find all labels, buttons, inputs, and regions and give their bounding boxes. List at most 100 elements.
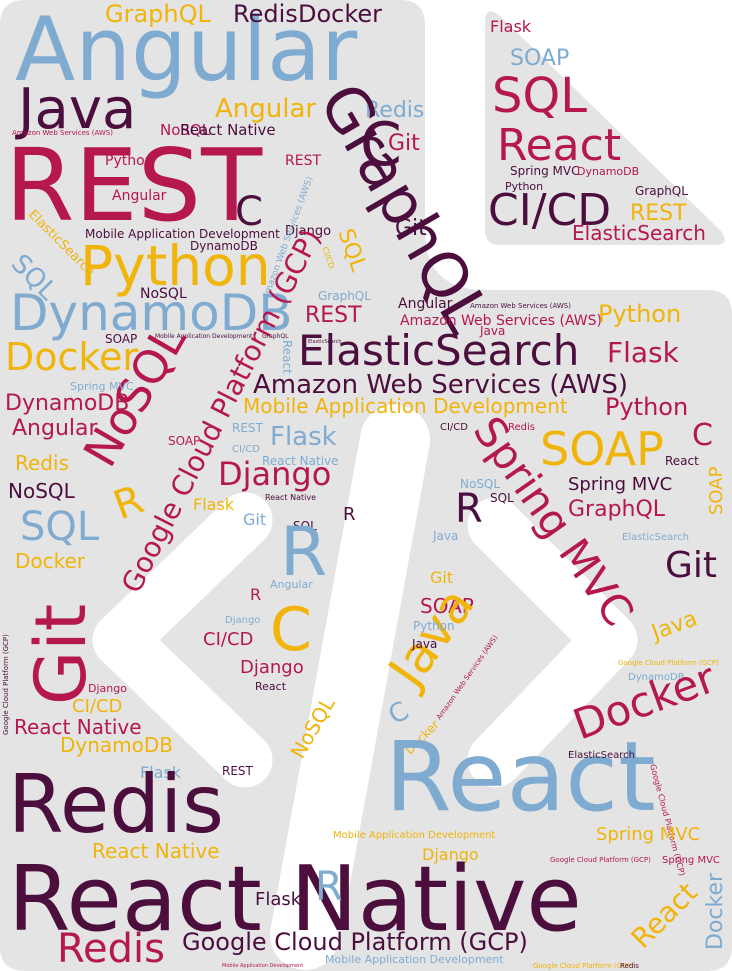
word: React	[385, 721, 656, 833]
word: R	[343, 504, 356, 525]
word: Redis	[620, 962, 639, 970]
word: Amazon Web Services (AWS)	[12, 129, 113, 137]
word: DynamoDB	[60, 733, 173, 757]
word: React Native	[180, 121, 276, 139]
word: Mobile Application Development	[243, 394, 568, 418]
word: R	[250, 585, 261, 604]
word: REST	[222, 764, 254, 778]
chevron-right	[467, 497, 638, 788]
word: GraphQL	[262, 333, 289, 340]
word: C	[235, 189, 263, 235]
word: React Native	[8, 847, 582, 952]
word: Flask	[193, 495, 235, 514]
word: Docker	[5, 335, 138, 379]
word: React	[280, 340, 294, 374]
word: React	[497, 120, 621, 171]
word: Amazon Web Services (AWS)	[470, 302, 571, 310]
word: Python	[413, 619, 455, 633]
word: Flask	[270, 422, 337, 452]
word: SQL	[20, 504, 100, 550]
word: Docker	[703, 872, 728, 950]
word: NoSQL	[8, 479, 76, 503]
word: React	[665, 454, 699, 468]
word: Django	[225, 615, 260, 626]
word: Redis	[233, 0, 298, 28]
word: NoSQL	[160, 121, 211, 139]
word: ElasticSearch	[298, 326, 579, 375]
word: React Native	[92, 839, 220, 863]
word: React Native	[265, 493, 316, 502]
word: Angular	[398, 296, 453, 312]
word: Python	[105, 153, 154, 169]
word: C	[270, 595, 312, 665]
word: Python	[605, 393, 688, 421]
word: React Native	[14, 715, 142, 739]
word: Redis	[15, 451, 69, 475]
word: ElasticSearch	[622, 532, 689, 543]
word: ElasticSearch	[308, 339, 342, 345]
word: Amazon Web Services (AWS)	[400, 313, 602, 329]
word: Redis	[57, 926, 165, 971]
word: CI/CD	[203, 629, 253, 650]
chevron-left	[92, 492, 273, 788]
word: CI/CD	[440, 422, 468, 433]
word: SQL	[492, 68, 587, 124]
word: Spring MVC	[596, 824, 700, 845]
word: SQL	[490, 491, 514, 505]
word: Redis	[8, 758, 224, 851]
word: GraphQL	[568, 497, 666, 522]
word: Python	[505, 180, 543, 193]
word: Docker	[298, 0, 382, 28]
word: DynamoDB	[628, 672, 685, 683]
word: REST	[305, 303, 362, 328]
word: Angular	[215, 94, 316, 124]
word: DynamoDB	[5, 391, 129, 416]
word: ElasticSearch	[572, 221, 706, 245]
word: Git	[430, 568, 453, 587]
word: CI/CD	[232, 444, 260, 455]
word: Git	[395, 216, 427, 241]
word: Mobile Application Development	[85, 227, 280, 241]
word: Google Cloud Platform (GCP)	[618, 659, 719, 667]
word: Django	[422, 845, 479, 864]
word: Google Cloud Platform (GCP)	[533, 962, 634, 970]
word: SQL	[293, 519, 317, 533]
file-fold	[485, 11, 725, 246]
word: DynamoDB	[10, 284, 293, 342]
word: React Native	[262, 454, 339, 468]
word: CI/CD	[72, 696, 122, 717]
word: Flask	[490, 17, 532, 36]
word: Java	[411, 637, 437, 651]
word: Spring MVC	[70, 380, 134, 393]
word: Amazon Web Services (AWS)	[253, 370, 628, 400]
word: Redis	[508, 422, 535, 433]
word: Flask	[140, 763, 182, 782]
word: Angular	[15, 0, 358, 101]
word: SOAP	[168, 434, 200, 448]
word: Angular	[12, 416, 98, 441]
word: Java	[432, 529, 458, 543]
word: Git	[388, 131, 420, 156]
word: GraphQL	[635, 184, 688, 198]
word: NoSQL	[140, 286, 187, 302]
word: Google Cloud Platform (GCP)	[2, 634, 10, 735]
word: CI/CD	[488, 185, 611, 236]
word: C	[360, 110, 402, 180]
word: REST	[630, 201, 687, 226]
word: SOAP	[510, 46, 569, 71]
word: R	[315, 864, 343, 910]
word: Google Cloud Platform (GCP)	[182, 928, 528, 956]
word: REST	[232, 421, 264, 435]
word: Git	[243, 510, 266, 529]
code-symbol	[92, 405, 638, 970]
slash	[270, 405, 430, 970]
word: NoSQL	[460, 477, 500, 491]
word: SOAP	[706, 466, 727, 515]
word: R	[455, 486, 483, 532]
word: R	[280, 513, 327, 592]
word: DynamoDB	[577, 165, 639, 178]
word: Mobile Application Development	[325, 953, 504, 966]
word: Flask	[607, 336, 680, 369]
word: GraphQL	[105, 0, 212, 28]
